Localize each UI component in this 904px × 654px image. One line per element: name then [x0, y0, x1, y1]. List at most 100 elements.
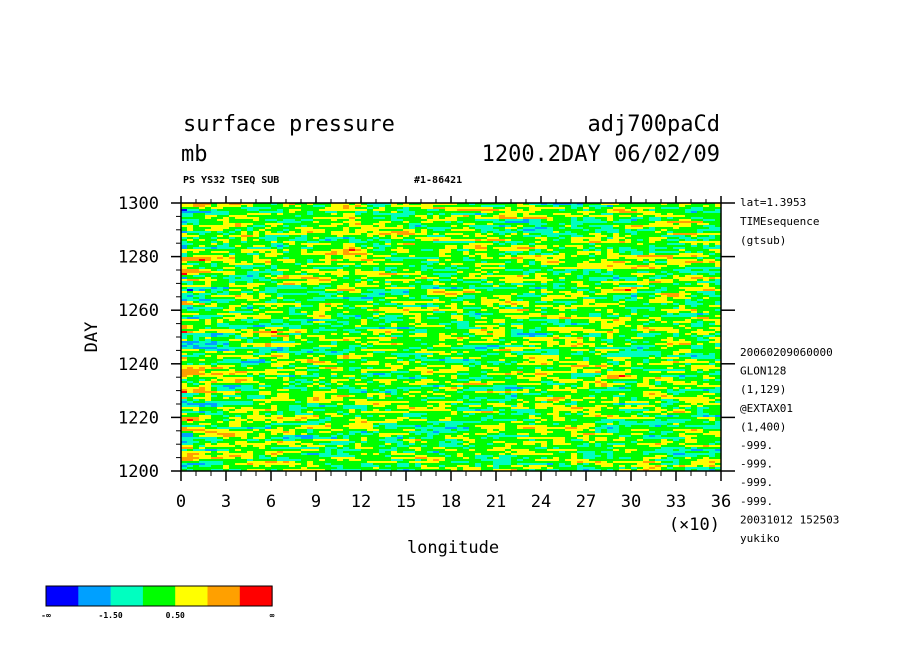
heatmap-cell	[499, 237, 506, 240]
heatmap-cell	[373, 229, 380, 232]
heatmap-cell	[241, 211, 248, 214]
heatmap-cell	[403, 259, 410, 262]
heatmap-cell	[355, 285, 362, 288]
heatmap-cell	[655, 273, 662, 276]
heatmap-cell	[301, 289, 308, 292]
heatmap-cell	[463, 241, 470, 244]
heatmap-cell	[547, 281, 554, 284]
heatmap-cell	[553, 241, 560, 244]
heatmap-cell	[313, 215, 320, 218]
heatmap-cell	[559, 267, 566, 270]
heatmap-cell	[559, 253, 566, 256]
heatmap-cell	[253, 249, 260, 252]
heatmap-cell	[601, 225, 608, 228]
heatmap-cell	[595, 235, 602, 238]
heatmap-cell	[505, 219, 512, 222]
heatmap-cell	[709, 279, 716, 282]
heatmap-cell	[565, 261, 572, 264]
heatmap-cell	[349, 225, 356, 228]
heatmap-cell	[571, 301, 578, 304]
heatmap-cell	[637, 267, 644, 270]
heatmap-cell	[601, 207, 608, 210]
heatmap-cell	[607, 205, 614, 208]
heatmap-cell	[361, 299, 368, 302]
heatmap-cell	[679, 223, 686, 226]
heatmap-cell	[715, 267, 722, 270]
heatmap-cell	[391, 275, 398, 278]
heatmap-cell	[307, 273, 314, 276]
heatmap-cell	[433, 239, 440, 242]
heatmap-cell	[385, 247, 392, 250]
heatmap-cell	[331, 235, 338, 238]
heatmap-cell	[451, 287, 458, 290]
heatmap-cell	[421, 271, 428, 274]
heatmap-cell	[415, 257, 422, 260]
heatmap-cell	[409, 291, 416, 294]
heatmap-cell	[661, 227, 668, 230]
heatmap-cell	[277, 233, 284, 236]
heatmap-cell	[271, 217, 278, 220]
heatmap-cell	[469, 285, 476, 288]
heatmap-cell	[199, 263, 206, 266]
heatmap-cell	[679, 271, 686, 274]
heatmap-cell	[247, 261, 254, 264]
heatmap-cell	[181, 235, 188, 238]
heatmap-cell	[193, 249, 200, 252]
heatmap-cell	[301, 253, 308, 256]
heatmap-cell	[451, 261, 458, 264]
heatmap-cell	[679, 263, 686, 266]
heatmap-cell	[553, 265, 560, 268]
heatmap-cell	[337, 219, 344, 222]
heatmap-cell	[595, 243, 602, 246]
heatmap-cell	[445, 259, 452, 262]
heatmap-cell	[661, 235, 668, 238]
heatmap-cell	[397, 259, 404, 262]
heatmap-cell	[187, 299, 194, 302]
heatmap-cell	[517, 227, 524, 230]
heatmap-cell	[343, 231, 350, 234]
heatmap-cell	[355, 297, 362, 300]
heatmap-cell	[253, 239, 260, 242]
heatmap-cell	[361, 237, 368, 240]
heatmap-cell	[655, 235, 662, 238]
heatmap-cell	[223, 285, 230, 288]
heatmap-cell	[667, 205, 674, 208]
heatmap-cell	[541, 217, 548, 220]
heatmap-cell	[583, 261, 590, 264]
heatmap-cell	[247, 233, 254, 236]
heatmap-cell	[697, 215, 704, 218]
heatmap-cell	[685, 283, 692, 286]
heatmap-cell	[511, 277, 518, 280]
heatmap-cell	[301, 213, 308, 216]
heatmap-cell	[247, 289, 254, 292]
heatmap-cell	[685, 243, 692, 246]
heatmap-cell	[517, 279, 524, 282]
heatmap-cell	[631, 297, 638, 300]
heatmap-cell	[625, 265, 632, 268]
heatmap-cell	[583, 249, 590, 252]
heatmap-cell	[439, 291, 446, 294]
heatmap-cell	[271, 205, 278, 208]
heatmap-cell	[361, 241, 368, 244]
heatmap-cell	[277, 237, 284, 240]
heatmap-cell	[193, 243, 200, 246]
heatmap-cell	[433, 257, 440, 260]
heatmap-cell	[439, 213, 446, 216]
heatmap-cell	[415, 269, 422, 272]
heatmap-cell	[535, 259, 542, 262]
heatmap-cell	[439, 207, 446, 210]
heatmap-cell	[241, 273, 248, 276]
heatmap-cell	[643, 203, 650, 206]
heatmap-cell	[523, 291, 530, 294]
heatmap-cell	[685, 255, 692, 258]
heatmap-cell	[427, 251, 434, 254]
heatmap-cell	[487, 299, 494, 302]
heatmap-cell	[487, 281, 494, 284]
heatmap-cell	[529, 249, 536, 252]
heatmap-cell	[277, 259, 284, 262]
heatmap-cell	[475, 219, 482, 222]
heatmap-cell	[469, 229, 476, 232]
heatmap-cell	[229, 203, 236, 206]
heatmap-cell	[541, 211, 548, 214]
heatmap-cell	[589, 235, 596, 238]
